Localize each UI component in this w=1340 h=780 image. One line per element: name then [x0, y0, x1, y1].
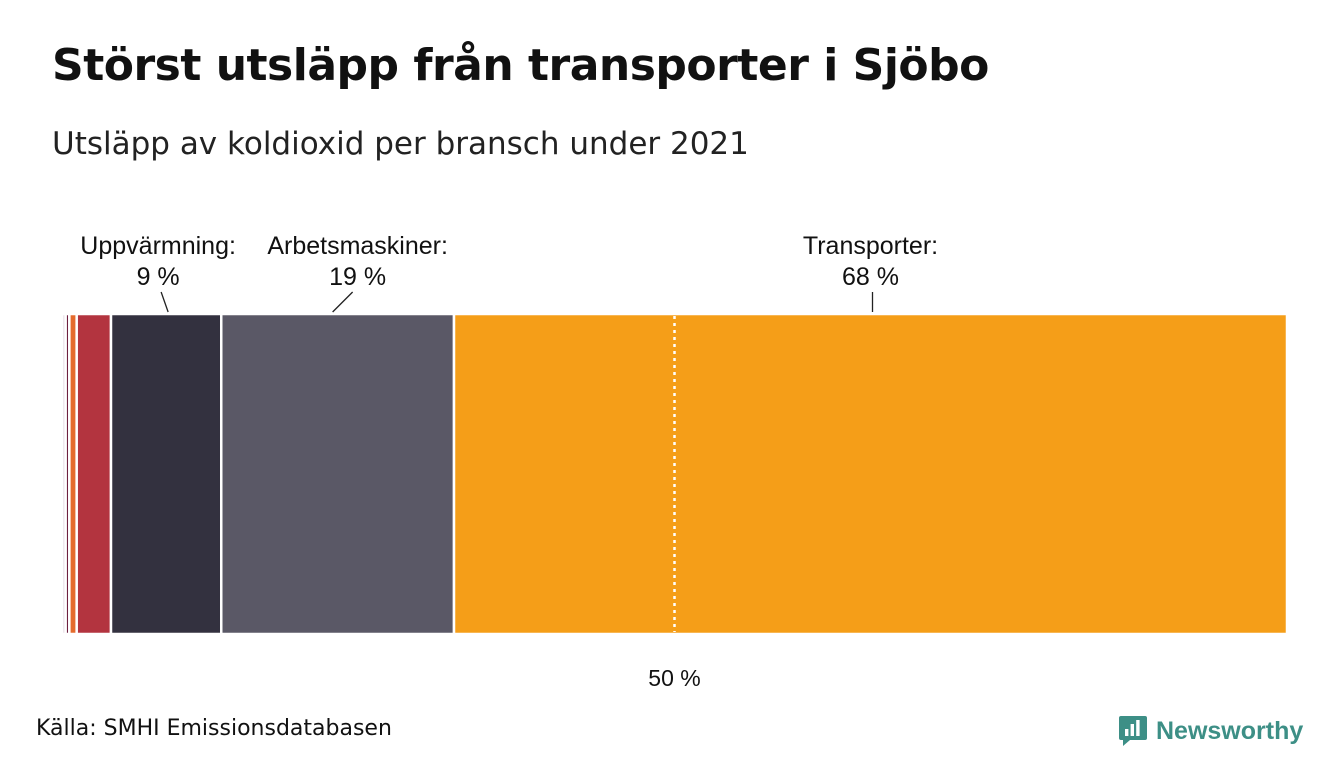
value-label-transporter: 68 %	[842, 263, 899, 291]
chart-subtitle: Utsläpp av koldioxid per bransch under 2…	[52, 126, 749, 162]
value-label-uppvarmning: 9 %	[137, 263, 180, 291]
label-transporter: Transporter:	[803, 232, 938, 260]
label-uppvarmning: Uppvärmning:	[80, 232, 236, 260]
chart-title: Störst utsläpp från transporter i Sjöbo	[52, 40, 989, 91]
label-arbetsmaskiner: Arbetsmaskiner:	[267, 232, 448, 260]
leader-line-uppvarmning	[160, 291, 169, 313]
newsworthy-logo[interactable]: Newsworthy	[1118, 714, 1303, 748]
bar-segment-uppvarmning	[109, 312, 223, 636]
bar-segment-transporter	[452, 312, 1289, 636]
bar-segment-arbetsmaskiner	[220, 312, 456, 636]
value-label-arbetsmaskiner: 19 %	[329, 263, 386, 291]
brand-name: Newsworthy	[1156, 716, 1304, 745]
source-note: Källa: SMHI Emissionsdatabasen	[36, 716, 392, 741]
bar-segment-unlabeled-4	[75, 312, 113, 636]
leader-line-arbetsmaskiner	[332, 291, 354, 313]
newsworthy-chat-icon	[1119, 716, 1147, 746]
reference-line-label: 50 %	[648, 665, 700, 691]
